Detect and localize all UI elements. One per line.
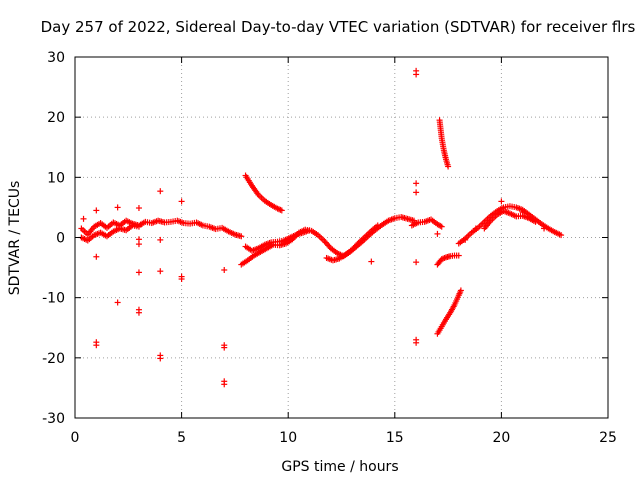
data-point — [114, 299, 121, 306]
data-point — [455, 252, 462, 259]
y-axis-title: SDTVAR / TECUs — [7, 181, 23, 296]
data-point — [413, 189, 420, 196]
data-point — [278, 207, 285, 214]
data-point — [306, 227, 313, 234]
data-point — [413, 180, 420, 187]
x-tick-label: 5 — [177, 430, 186, 446]
data-point — [157, 188, 164, 195]
y-tick-label: -20 — [42, 351, 65, 367]
data-point — [135, 223, 142, 230]
data-point — [93, 207, 100, 214]
data-point — [135, 269, 142, 276]
y-tick-label: -10 — [42, 291, 65, 307]
data-point — [238, 233, 245, 240]
data-point — [80, 215, 87, 222]
data-point — [221, 344, 228, 351]
data-point — [413, 339, 420, 346]
data-point — [114, 204, 121, 211]
y-tick-label: -30 — [42, 411, 65, 427]
data-point — [178, 198, 185, 205]
chart-title: Day 257 of 2022, Sidereal Day-to-day VTE… — [41, 18, 636, 36]
x-tick-label: 25 — [599, 430, 617, 446]
x-tick-label: 10 — [279, 430, 297, 446]
x-axis-title: GPS time / hours — [281, 459, 398, 475]
data-point — [368, 258, 375, 265]
data-point — [445, 163, 452, 170]
data-point — [472, 225, 479, 232]
data-point — [354, 241, 361, 248]
y-tick-label: 30 — [47, 50, 65, 66]
data-point — [157, 355, 164, 362]
data-point — [532, 218, 539, 225]
data-point — [93, 342, 100, 349]
data-point — [135, 205, 142, 212]
data-point — [558, 232, 565, 239]
data-point — [157, 236, 164, 243]
data-point — [413, 71, 420, 78]
data-point — [221, 266, 228, 273]
y-tick-label: 0 — [56, 231, 65, 247]
data-points — [78, 67, 565, 388]
data-point — [438, 223, 445, 230]
x-tick-label: 15 — [386, 430, 404, 446]
grid-lines — [75, 57, 608, 418]
y-tick-label: 20 — [47, 110, 65, 126]
plot-frame — [74, 56, 609, 419]
data-point — [457, 287, 464, 294]
data-point — [157, 268, 164, 275]
y-tick-label: 10 — [47, 170, 65, 186]
data-point — [413, 259, 420, 266]
data-point — [519, 209, 526, 216]
data-point — [221, 381, 228, 388]
x-tick-label: 20 — [492, 430, 510, 446]
data-point — [178, 276, 185, 283]
data-point — [93, 253, 100, 260]
data-point — [541, 225, 548, 232]
data-point — [462, 236, 469, 243]
data-point — [135, 309, 142, 316]
data-point — [374, 222, 381, 229]
axis-ticks: 0 5 10 15 20 25 -30 -20 -10 0 10 20 30 — [42, 50, 617, 446]
data-point — [434, 230, 441, 237]
x-tick-label: 0 — [71, 430, 80, 446]
data-point — [498, 198, 505, 205]
data-point — [135, 241, 142, 248]
